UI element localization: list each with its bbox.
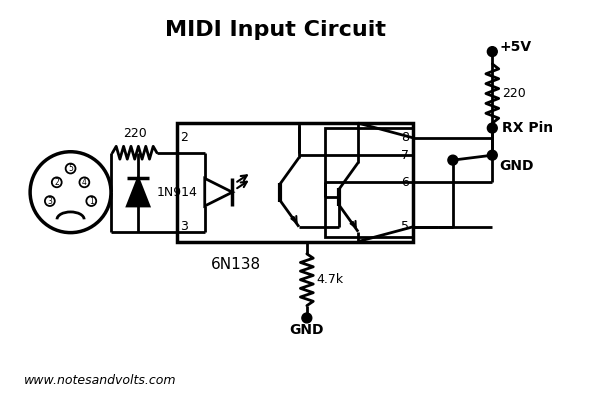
Text: 4: 4 bbox=[82, 178, 87, 187]
Text: 5: 5 bbox=[401, 220, 409, 233]
Text: 4.7k: 4.7k bbox=[317, 273, 344, 286]
Text: 2: 2 bbox=[181, 131, 188, 145]
Text: 220: 220 bbox=[123, 127, 146, 140]
Text: 220: 220 bbox=[502, 87, 526, 100]
Circle shape bbox=[487, 123, 497, 133]
Polygon shape bbox=[127, 178, 149, 206]
Circle shape bbox=[448, 155, 458, 165]
Circle shape bbox=[302, 313, 312, 323]
Text: 7: 7 bbox=[401, 149, 409, 162]
Text: RX Pin: RX Pin bbox=[502, 121, 553, 135]
Circle shape bbox=[52, 178, 62, 187]
Text: GND: GND bbox=[290, 323, 324, 337]
Bar bbox=[324, 128, 414, 236]
Text: 2: 2 bbox=[54, 178, 59, 187]
Circle shape bbox=[65, 164, 76, 173]
Text: 8: 8 bbox=[401, 131, 409, 145]
Text: 6N138: 6N138 bbox=[211, 258, 261, 272]
Circle shape bbox=[80, 178, 89, 187]
Text: 3: 3 bbox=[47, 197, 53, 206]
Circle shape bbox=[487, 47, 497, 56]
Text: GND: GND bbox=[500, 159, 534, 173]
Text: 6: 6 bbox=[402, 176, 409, 189]
Text: +5V: +5V bbox=[500, 40, 532, 54]
Text: www.notesandvolts.com: www.notesandvolts.com bbox=[24, 374, 176, 387]
Bar bbox=[176, 123, 414, 241]
Polygon shape bbox=[205, 178, 232, 206]
Text: 5: 5 bbox=[68, 164, 73, 173]
Text: 3: 3 bbox=[181, 220, 188, 233]
Circle shape bbox=[487, 150, 497, 160]
Circle shape bbox=[86, 196, 96, 206]
Text: 1: 1 bbox=[89, 197, 94, 206]
Text: 1N914: 1N914 bbox=[157, 186, 198, 199]
Circle shape bbox=[45, 196, 55, 206]
Text: MIDI Input Circuit: MIDI Input Circuit bbox=[165, 19, 386, 40]
